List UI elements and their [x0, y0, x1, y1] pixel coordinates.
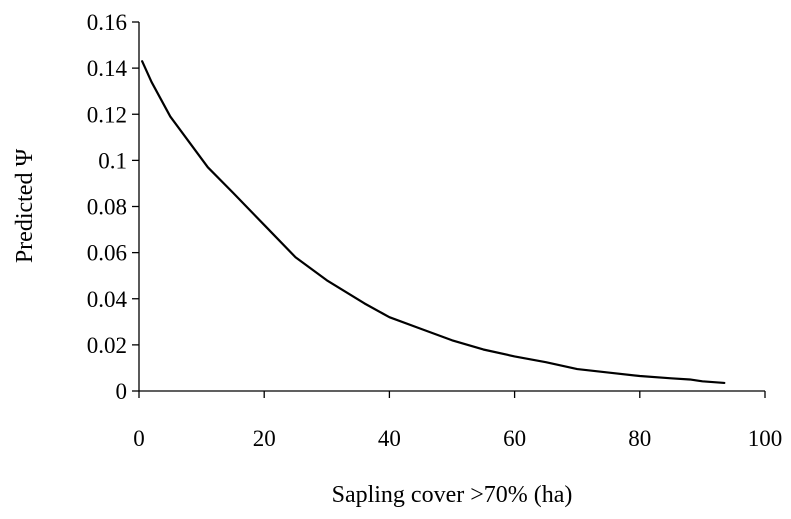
y-tick-label: 0.06 — [87, 241, 127, 266]
x-ticks: 0 20 40 60 80 100 — [133, 391, 782, 451]
series-line — [141, 60, 726, 385]
x-tick-label: 20 — [253, 426, 276, 451]
x-tick-label: 60 — [503, 426, 526, 451]
y-tick-label: 0.14 — [87, 56, 128, 81]
y-tick-label: 0.02 — [87, 333, 127, 358]
y-tick-label: 0.12 — [87, 102, 127, 127]
y-axis: 0 0.02 0.04 0.06 0.08 0.1 0.12 0.14 0.16 — [87, 10, 140, 404]
x-tick-label: 40 — [378, 426, 401, 451]
y-axis-title: Predicted Ψ — [12, 149, 38, 264]
x-tick-label: 80 — [628, 426, 651, 451]
y-tick-label: 0.16 — [87, 10, 127, 35]
x-tick-label: 100 — [748, 426, 783, 451]
y-tick-label: 0.1 — [98, 148, 127, 173]
y-tick-label: 0.04 — [87, 287, 128, 312]
y-tick-label: 0 — [116, 379, 128, 404]
x-axis-title: Sapling cover >70% (ha) — [332, 482, 573, 508]
y-tick-label: 0.08 — [87, 195, 127, 220]
y-ticks: 0 0.02 0.04 0.06 0.08 0.1 0.12 0.14 0.16 — [87, 10, 139, 404]
x-axis: 0 20 40 60 80 100 — [133, 390, 782, 451]
series-layer — [141, 60, 726, 385]
x-tick-label: 0 — [133, 426, 145, 451]
